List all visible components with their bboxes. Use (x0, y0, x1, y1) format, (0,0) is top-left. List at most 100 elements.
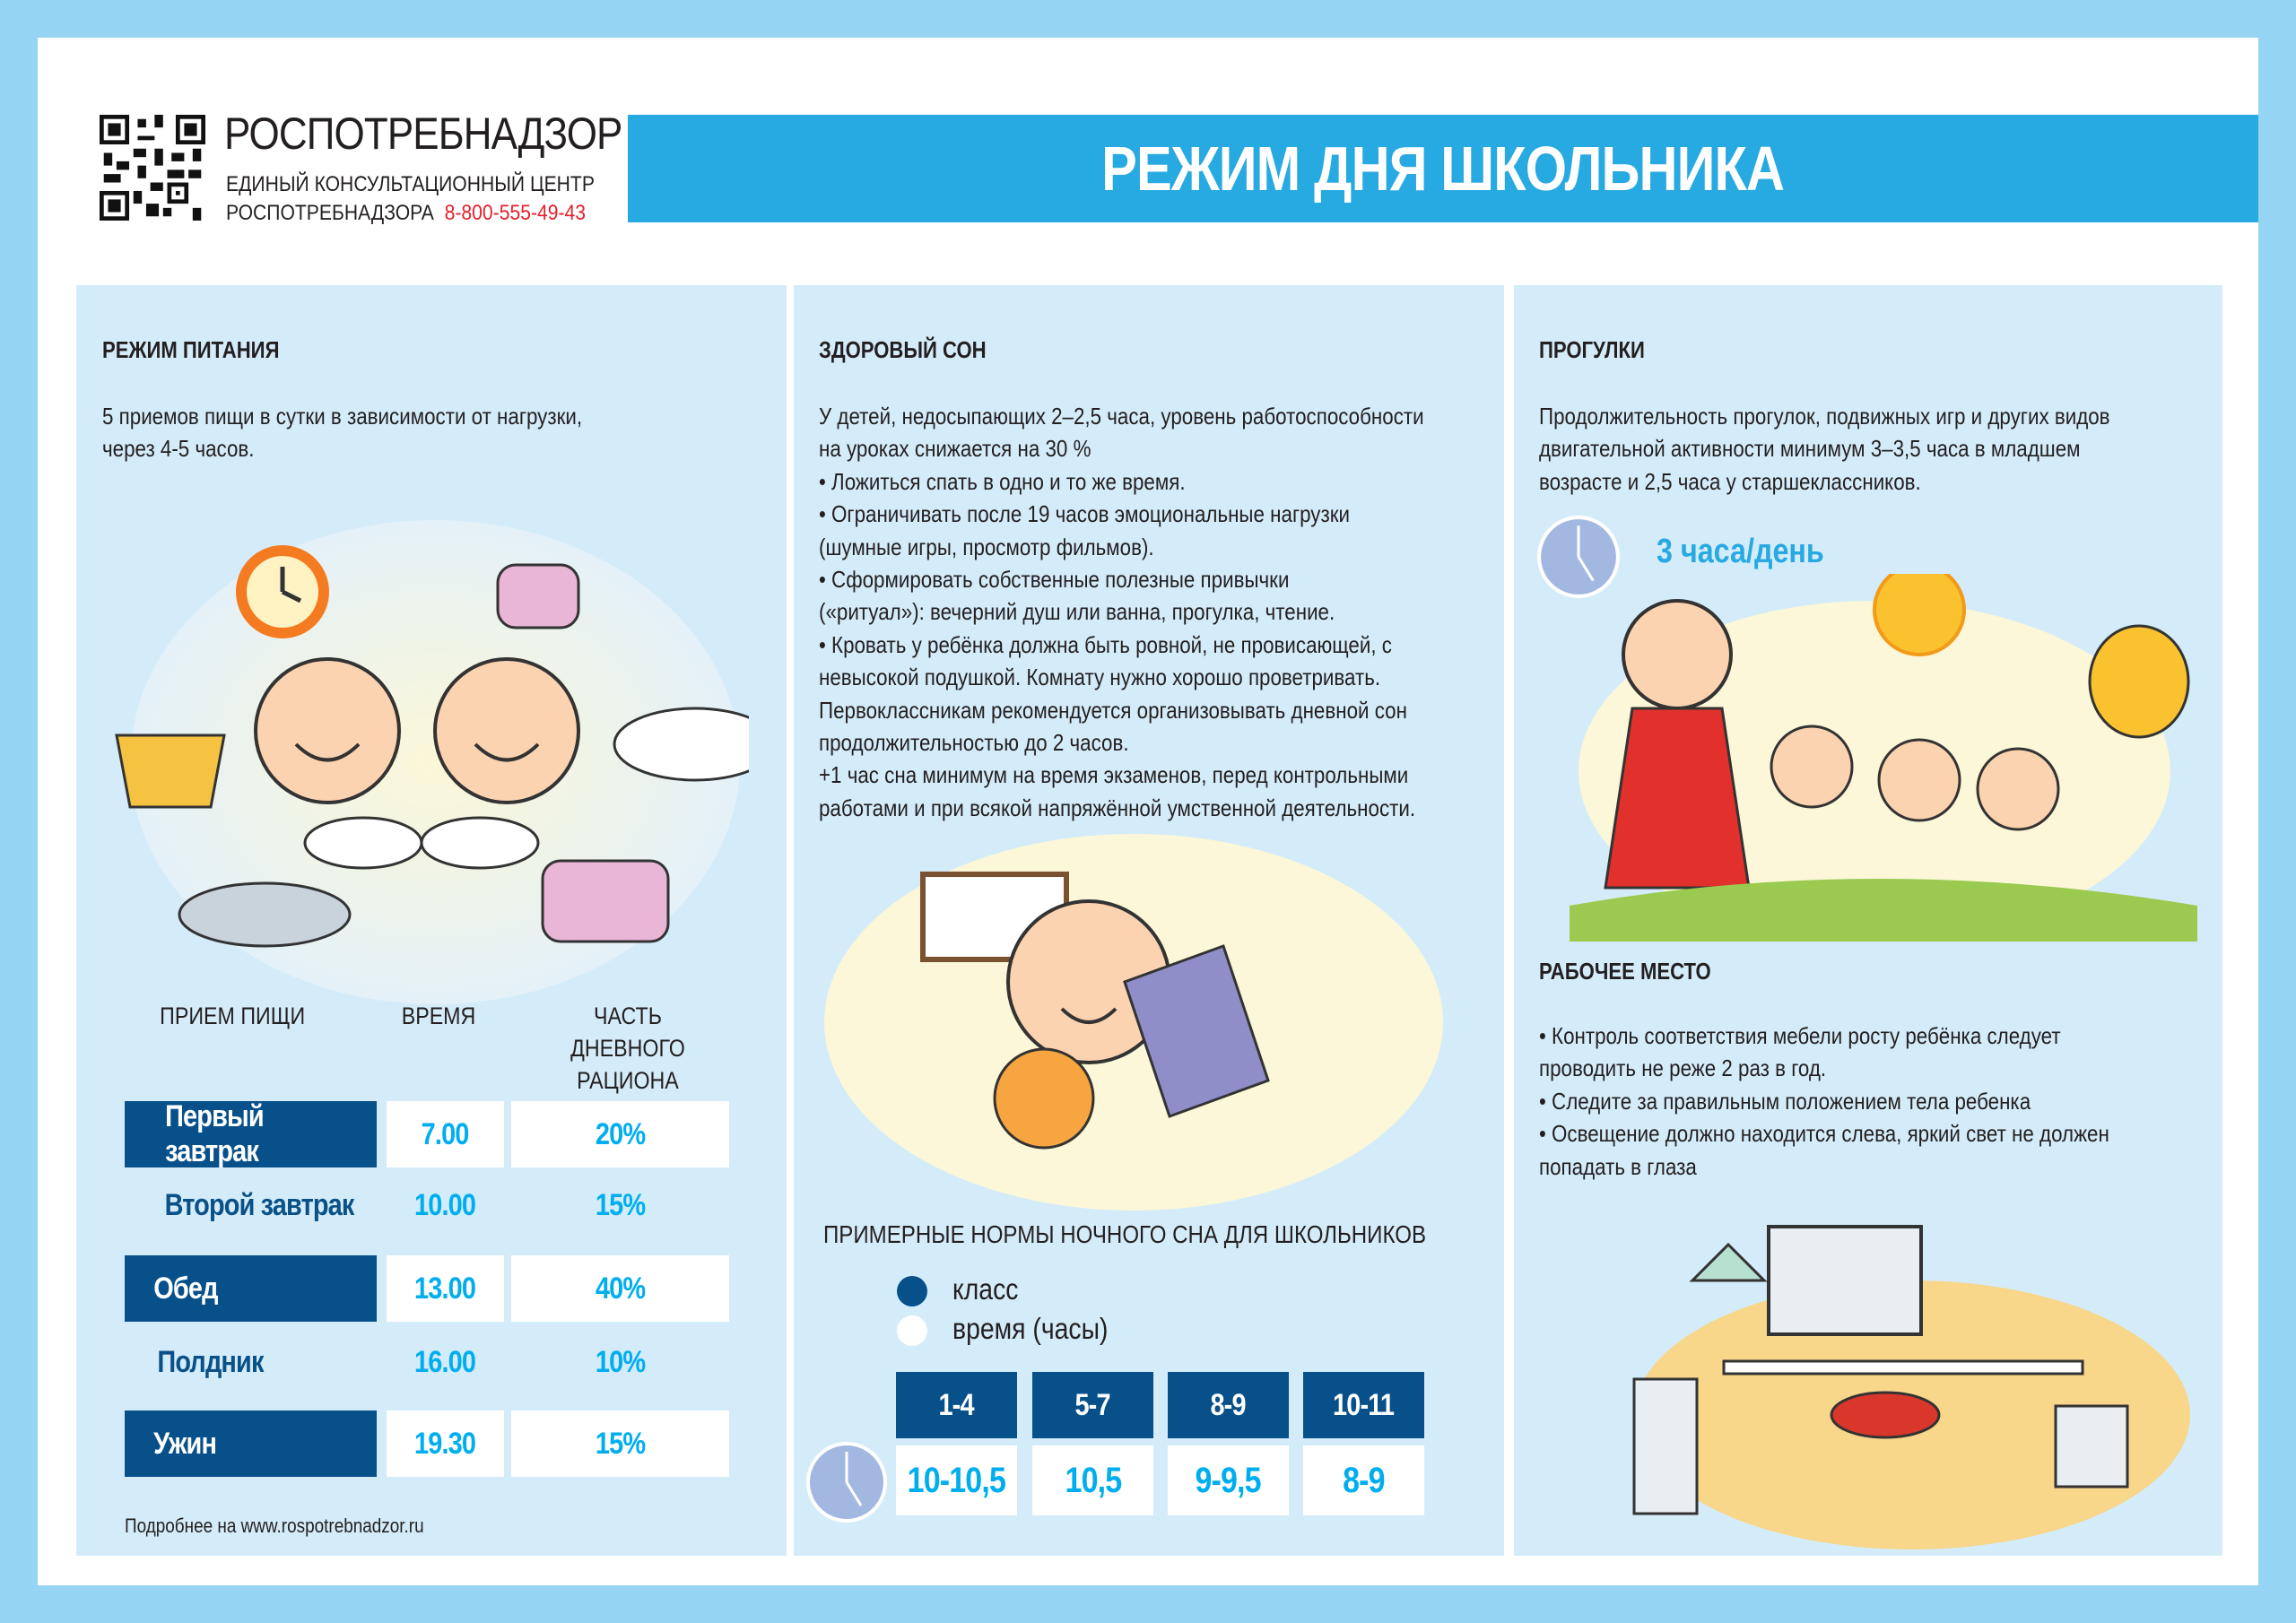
legend-label-grade: класс (952, 1272, 1019, 1306)
meal-time-cell: 10.00 (387, 1172, 504, 1238)
title-banner: РЕЖИМ ДНЯ ШКОЛЬНИКА (628, 115, 2258, 222)
workplace-heading: РАБОЧЕЕ МЕСТО (1539, 958, 1711, 985)
hours-text: 10,5 (1065, 1460, 1122, 1500)
clock-icon (1537, 516, 1620, 598)
walks-heading: ПРОГУЛКИ (1539, 336, 1645, 363)
meal-share-cell-text: 20% (595, 1116, 646, 1151)
meal-name-cell-text: Ужин (153, 1426, 217, 1461)
text-line: • Кровать у ребёнка должна быть ровной, … (819, 630, 1392, 658)
meal-name-cell: Первый завтрак (125, 1099, 377, 1168)
cup-icon (496, 563, 580, 629)
nutrition-heading: РЕЖИМ ПИТАНИЯ (102, 336, 280, 363)
meal-time-cell-text: 13.00 (414, 1271, 476, 1306)
text-line: • Контроль соответствия мебели росту реб… (1539, 1022, 2061, 1049)
sun-icon (1873, 574, 1966, 656)
meal-name-cell: Обед (125, 1255, 377, 1322)
grade-cell: 8-9 (1168, 1372, 1289, 1438)
text-line: 5 приемов пищи в сутки в зависимости от … (102, 403, 583, 430)
text-line: +1 час сна минимум на время экзаменов, п… (819, 761, 1409, 789)
meal-time-cell: 19.30 (387, 1410, 504, 1477)
text-line: («ритуал»): вечерний душ или ванна, прог… (819, 598, 1335, 626)
hours-text: 8-9 (1343, 1460, 1385, 1500)
alarm-clock-icon (236, 545, 329, 638)
col-header-share: ЧАСТЬ ДНЕВНОГО РАЦИОНА (570, 1002, 685, 1094)
meal-share-cell: 15% (511, 1410, 729, 1477)
meal-share-cell-text: 15% (595, 1426, 646, 1461)
meal-name-cell-text: Обед (153, 1271, 218, 1306)
sleep-heading: ЗДОРОВЫЙ СОН (819, 336, 987, 363)
org-name: РОСПОТРЕБНАДЗОР (224, 108, 622, 159)
sleep-text: У детей, недосыпающих 2–2,5 часа, уровен… (819, 400, 1424, 824)
text-line: возрасте и 2,5 часа у старшеклассников. (1539, 467, 1921, 495)
meal-name-cell: Второй завтрак (125, 1172, 377, 1238)
col-header-time: ВРЕМЯ (401, 1002, 476, 1029)
org-genitive: РОСПОТРЕБНАДЗОРА (226, 201, 434, 225)
sleep-illustration (824, 834, 1443, 1211)
teapot-icon (115, 733, 226, 809)
food-illustration (115, 520, 749, 1004)
text-line: попадать в глаза (1539, 1152, 1697, 1180)
meal-name-cell-text: Второй завтрак (164, 1187, 355, 1222)
computer-case-icon (1632, 1377, 1699, 1515)
text-line: Первоклассникам рекомендуется организовы… (819, 696, 1407, 724)
grade-cell: 1-4 (896, 1372, 1017, 1438)
workplace-illustration (1632, 1225, 2190, 1549)
meal-name-cell: Ужин (125, 1410, 377, 1477)
meal-share-cell: 20% (511, 1101, 729, 1167)
nutrition-text: 5 приемов пищи в сутки в зависимости от … (102, 400, 582, 465)
workplace-text: • Контроль соответствия мебели росту реб… (1539, 1020, 2109, 1183)
sleep-norms-title: ПРИМЕРНЫЕ НОРМЫ НОЧНОГО СНА ДЛЯ ШКОЛЬНИК… (823, 1220, 1427, 1248)
grade-cell: 5-7 (1032, 1372, 1153, 1438)
text-line: через 4-5 часов. (102, 435, 255, 463)
qr-code-icon (100, 115, 205, 221)
legend-dot-hours (897, 1315, 927, 1346)
salad-bowl-icon (613, 707, 749, 782)
text-line: невысокой подушкой. Комнату нужно хорошо… (819, 664, 1381, 691)
text-line: (шумные игры, просмотр фильмов). (819, 533, 1154, 560)
mother-icon (1622, 599, 1733, 710)
legend-label-hours: время (часы) (952, 1312, 1109, 1345)
pot-icon (541, 859, 670, 943)
clock-icon (806, 1442, 887, 1523)
balloon-icon (2088, 624, 2190, 739)
girl-face-icon (433, 657, 580, 804)
text-line: • Ложиться спать в одно и то же время. (819, 467, 1186, 495)
grade-text: 1-4 (938, 1387, 975, 1422)
text-line: работами и при всякой напряжённой умстве… (819, 794, 1416, 821)
hours-text: 9-9,5 (1195, 1460, 1262, 1500)
meal-time-cell: 16.00 (387, 1329, 504, 1395)
meal-time-cell-text: 16.00 (414, 1344, 476, 1379)
text-line: У детей, недосыпающих 2–2,5 часа, уровен… (819, 403, 1424, 430)
speaker-icon (2054, 1404, 2129, 1488)
text-line: • Ограничивать после 19 часов эмоциональ… (819, 500, 1350, 528)
grade-text: 5-7 (1074, 1387, 1111, 1422)
text-line: проводить не реже 2 раз в год. (1539, 1055, 1827, 1082)
more-info-link[interactable]: Подробнее на www.rospotrebnadzor.ru (125, 1515, 424, 1537)
text-line: на уроках снижается на 30 % (819, 435, 1091, 463)
text-line: • Освещение должно находится слева, ярки… (1539, 1120, 2109, 1148)
text-line: продолжительностью до 2 часов. (819, 729, 1129, 757)
cat-icon (993, 1047, 1095, 1150)
walks-text: Продолжительность прогулок, подвижных иг… (1539, 400, 2110, 498)
meal-time-cell-text: 7.00 (422, 1116, 470, 1151)
monitor-icon (1767, 1225, 1923, 1336)
meal-share-cell: 10% (511, 1329, 729, 1395)
text-line: • Следите за правильным положением тела … (1539, 1087, 2031, 1115)
meal-share-cell: 40% (511, 1255, 729, 1322)
fish-icon (178, 881, 352, 948)
grade-text: 8-9 (1210, 1387, 1247, 1422)
text-line: двигательной активности минимум 3–3,5 ча… (1539, 435, 2081, 463)
meal-name-cell-text: Первый завтрак (165, 1099, 264, 1168)
hours-cell: 10-10,5 (896, 1445, 1017, 1515)
meal-share-cell-text: 15% (595, 1187, 646, 1222)
lamp-icon (1689, 1242, 1768, 1282)
meal-name-cell-text: Полдник (157, 1344, 264, 1379)
meal-share-cell-text: 10% (595, 1344, 646, 1379)
legend-dot-grade (897, 1276, 927, 1306)
hotline-phone[interactable]: 8-800-555-49-43 (444, 201, 586, 225)
grade-cell: 10-11 (1303, 1372, 1424, 1438)
meal-share-cell: 15% (511, 1172, 729, 1238)
walk-duration-badge: 3 часа/день (1657, 533, 1824, 570)
hours-cell: 9-9,5 (1168, 1445, 1289, 1515)
consult-center-line-2: РОСПОТРЕБНАДЗОРА 8-800-555-49-43 (226, 201, 586, 226)
